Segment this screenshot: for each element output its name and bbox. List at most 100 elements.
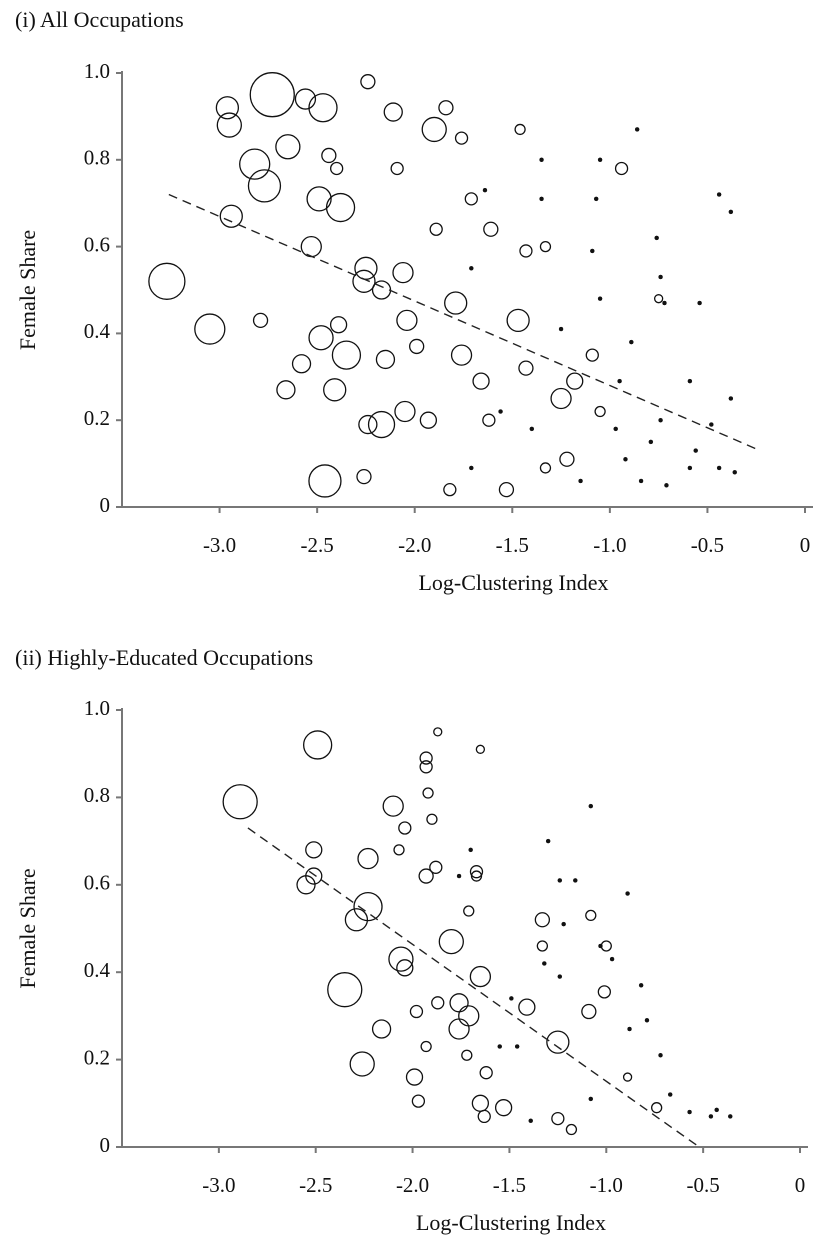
dot-marker — [716, 192, 722, 197]
bubble-marker — [622, 1072, 633, 1082]
dot-marker — [648, 439, 654, 445]
dot-marker — [528, 1118, 533, 1124]
bubble-marker — [421, 116, 447, 143]
dot-marker — [539, 196, 544, 202]
bubble-marker — [321, 147, 337, 164]
bubble-marker — [600, 940, 612, 952]
dot-marker — [662, 300, 667, 306]
bubble-marker — [305, 867, 323, 885]
dot-marker — [634, 127, 640, 132]
bubble-marker — [536, 940, 549, 952]
dot-marker — [469, 465, 474, 471]
bubble-marker — [539, 240, 552, 253]
bubble-marker — [371, 280, 392, 300]
bubble-marker — [383, 102, 403, 122]
bubble-marker — [390, 161, 404, 176]
bubble-marker — [431, 996, 445, 1010]
bubble-marker — [331, 340, 362, 370]
dot-marker — [558, 326, 564, 332]
bubble-marker — [344, 908, 369, 932]
bubble-marker — [215, 96, 240, 120]
dot-marker — [728, 396, 734, 401]
y-tick-label: 0 — [100, 1133, 111, 1157]
dot-marker — [597, 296, 603, 301]
dot-marker — [617, 378, 622, 384]
bubble-marker — [594, 405, 606, 418]
bubble-marker — [444, 291, 468, 315]
dot-marker — [498, 409, 503, 414]
bubble-marker — [443, 482, 457, 497]
bubble-marker — [393, 844, 405, 856]
bubble-marker — [396, 309, 418, 332]
bubble-marker — [518, 998, 536, 1016]
x-tick-label: -3.0 — [203, 533, 236, 557]
bubble-marker — [249, 72, 295, 118]
dot-marker — [664, 483, 669, 488]
x-tick-label: -2.0 — [398, 533, 431, 557]
y-tick-label: 0.6 — [84, 232, 110, 256]
dot-marker — [590, 248, 595, 254]
bubble-marker — [305, 841, 323, 859]
dot-marker — [627, 1026, 632, 1032]
dot-marker — [687, 465, 693, 471]
bubble-marker — [357, 847, 379, 870]
dot-marker — [593, 196, 599, 202]
dot-marker — [709, 422, 714, 427]
bubble-marker — [371, 1019, 392, 1039]
dot-marker — [708, 1114, 714, 1119]
bubble-marker — [483, 221, 499, 237]
bubble-marker — [438, 928, 464, 955]
dot-marker — [588, 803, 594, 809]
dot-marker — [714, 1107, 719, 1113]
bubble-marker — [222, 784, 258, 820]
dot-marker — [545, 838, 551, 844]
bubble-marker — [252, 312, 269, 329]
dot-marker — [497, 1044, 502, 1049]
dot-marker — [469, 266, 474, 271]
bubble-marker — [216, 112, 242, 138]
bubble-marker — [308, 93, 338, 123]
x-tick-label: -1.0 — [590, 1173, 623, 1197]
bubble-marker — [219, 204, 243, 228]
dot-marker — [456, 873, 462, 879]
panel: (ii) Highly-Educated Occupations 0 0.2 0.4 0… — [15, 645, 808, 1235]
bubble-marker — [409, 338, 425, 355]
x-axis-title: Log-Clustering Index — [416, 1210, 606, 1235]
dot-marker — [654, 235, 659, 241]
bubble-marker — [306, 186, 332, 212]
dot-marker — [716, 465, 722, 471]
bubble-marker — [482, 413, 496, 427]
dot-marker — [557, 974, 563, 979]
bubble-marker — [539, 462, 552, 474]
bubble-marker — [433, 727, 443, 737]
x-axis-title: Log-Clustering Index — [418, 570, 608, 595]
bubble-marker — [422, 787, 434, 799]
dot-marker — [542, 961, 547, 966]
bubble-marker — [418, 868, 434, 884]
bubble-marker — [519, 244, 533, 258]
x-tick-label: 0 — [795, 1173, 806, 1197]
bubble-marker — [651, 1102, 663, 1114]
bubble-marker — [353, 892, 383, 922]
dot-marker — [644, 1018, 650, 1023]
bubble-marker — [358, 414, 378, 435]
dot-marker — [687, 378, 693, 384]
bubble-marker — [438, 100, 454, 116]
bubble-marker — [419, 760, 433, 774]
bubble-marker — [420, 1040, 432, 1053]
y-tick-label: 0.8 — [84, 146, 110, 170]
bubble-marker — [463, 905, 475, 917]
trend-line — [168, 193, 761, 452]
x-tick-label: -0.5 — [687, 1173, 720, 1197]
trend-line — [247, 827, 700, 1148]
bubble-marker — [597, 985, 611, 999]
bubble-marker — [291, 354, 312, 374]
bubble-marker — [419, 751, 433, 765]
x-tick-label: -2.5 — [299, 1173, 332, 1197]
bubble-marker — [475, 744, 486, 754]
dot-marker — [597, 157, 603, 163]
bubble-marker — [330, 161, 344, 176]
y-tick-label: 1.0 — [84, 59, 110, 83]
y-tick-label: 0.2 — [84, 406, 110, 430]
bubble-marker — [472, 372, 490, 390]
